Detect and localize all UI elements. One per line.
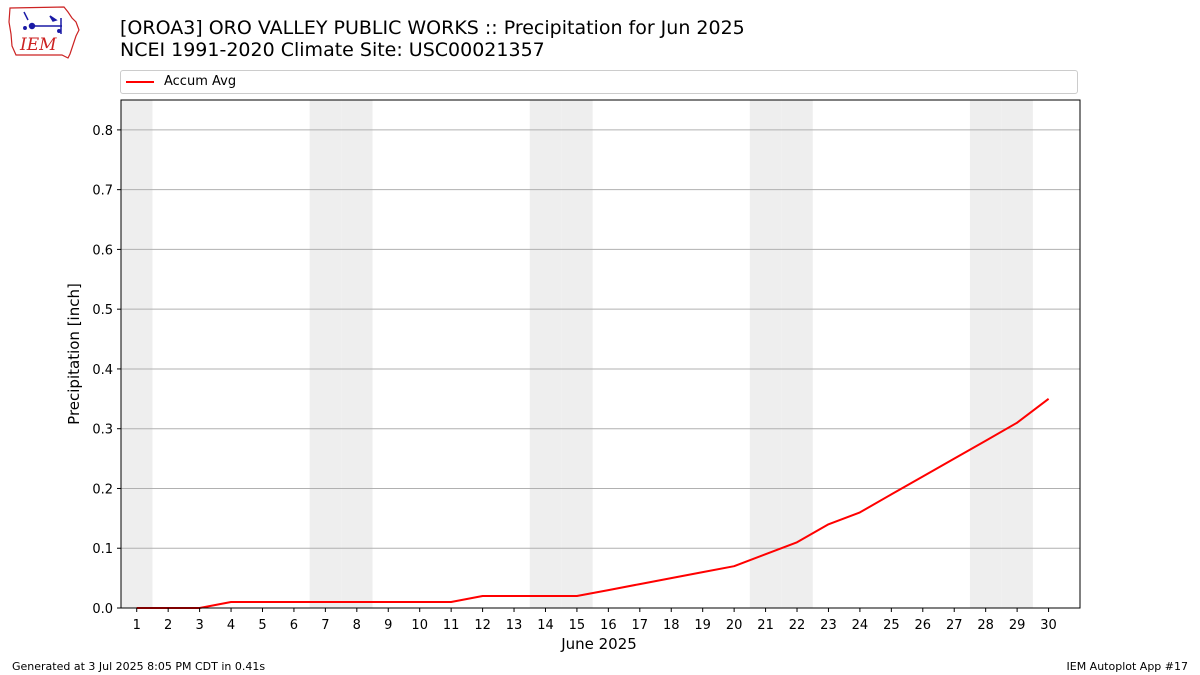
x-tick-label: 18 xyxy=(663,618,680,633)
app-label: IEM Autoplot App #17 xyxy=(1066,660,1189,673)
x-tick-label: 30 xyxy=(1040,618,1057,633)
x-tick-label: 23 xyxy=(820,618,837,633)
x-tick-label: 10 xyxy=(411,618,428,633)
legend-swatch-accum-avg xyxy=(126,81,154,83)
weekend-shade-21 xyxy=(749,100,782,608)
x-tick-label: 14 xyxy=(537,618,554,633)
plot-frame xyxy=(120,99,1081,609)
x-tick-label: 17 xyxy=(632,618,649,633)
x-tick-label: 6 xyxy=(290,618,298,633)
y-tick-label: 0.5 xyxy=(92,303,113,318)
x-tick-label: 25 xyxy=(883,618,900,633)
x-tick-label: 27 xyxy=(946,618,963,633)
x-tick-label: 19 xyxy=(694,618,711,633)
x-tick-label: 11 xyxy=(443,618,460,633)
x-tick-label: 24 xyxy=(852,618,869,633)
y-tick-label: 0.6 xyxy=(92,243,113,258)
generated-timestamp: Generated at 3 Jul 2025 8:05 PM CDT in 0… xyxy=(12,660,266,673)
x-tick-label: 16 xyxy=(600,618,617,633)
weekend-shade-7 xyxy=(309,100,342,608)
x-tick-label: 3 xyxy=(195,618,203,633)
x-tick-label: 9 xyxy=(384,618,392,633)
weekend-shade-29 xyxy=(1001,100,1033,608)
legend-label-accum-avg: Accum Avg xyxy=(164,74,237,89)
logo-text: IEM xyxy=(19,35,57,55)
x-tick-label: 4 xyxy=(227,618,235,633)
x-tick-label: 26 xyxy=(915,618,932,633)
weather-instrument-icon xyxy=(23,11,62,34)
x-tick-label: 7 xyxy=(321,618,329,633)
iem-logo: IEM xyxy=(8,6,80,59)
weekend-shade-15 xyxy=(561,100,593,608)
y-tick-label: 0.0 xyxy=(92,602,113,617)
x-tick-label: 12 xyxy=(474,618,491,633)
y-tick-label: 0.1 xyxy=(92,542,113,557)
chart-subtitle: NCEI 1991-2020 Climate Site: USC00021357 xyxy=(120,39,545,61)
x-tick-label: 8 xyxy=(353,618,361,633)
chart-title: [OROA3] ORO VALLEY PUBLIC WORKS :: Preci… xyxy=(120,17,745,39)
weekend-shade-14 xyxy=(529,100,562,608)
y-tick-label: 0.2 xyxy=(92,482,113,497)
x-tick-label: 15 xyxy=(569,618,586,633)
x-tick-label: 22 xyxy=(789,618,806,633)
x-tick-label: 13 xyxy=(506,618,523,633)
weekend-shade-1 xyxy=(121,100,153,608)
x-tick-label: 1 xyxy=(133,618,141,633)
legend: Accum Avg xyxy=(120,70,1078,94)
x-tick-label: 20 xyxy=(726,618,743,633)
y-tick-label: 0.8 xyxy=(92,124,113,139)
y-tick-label: 0.4 xyxy=(92,363,113,378)
weekend-shade-8 xyxy=(341,100,373,608)
weekend-shade-28 xyxy=(969,100,1002,608)
y-tick-label: 0.3 xyxy=(92,423,113,438)
iowa-state-outline-icon xyxy=(8,6,80,59)
x-tick-label: 29 xyxy=(1009,618,1026,633)
x-tick-label: 2 xyxy=(164,618,172,633)
x-tick-label: 5 xyxy=(258,618,266,633)
series-line-accum-avg xyxy=(136,398,1050,609)
y-axis-label: Precipitation [inch] xyxy=(65,283,83,425)
x-axis-label: June 2025 xyxy=(560,635,637,653)
x-tick-label: 28 xyxy=(977,618,994,633)
y-tick-label: 0.7 xyxy=(92,184,113,199)
x-tick-label: 21 xyxy=(757,618,774,633)
weekend-shade-22 xyxy=(781,100,813,608)
